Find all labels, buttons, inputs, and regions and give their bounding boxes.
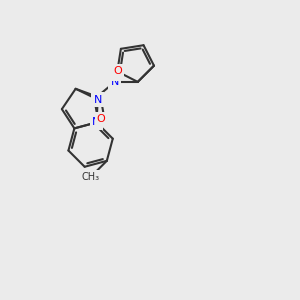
Text: O: O [97, 114, 106, 124]
Text: N: N [92, 117, 101, 128]
Text: N: N [111, 77, 119, 87]
Text: N: N [94, 94, 102, 104]
Text: H: H [111, 69, 118, 79]
Text: CH₃: CH₃ [82, 172, 100, 182]
Text: O: O [113, 67, 122, 76]
